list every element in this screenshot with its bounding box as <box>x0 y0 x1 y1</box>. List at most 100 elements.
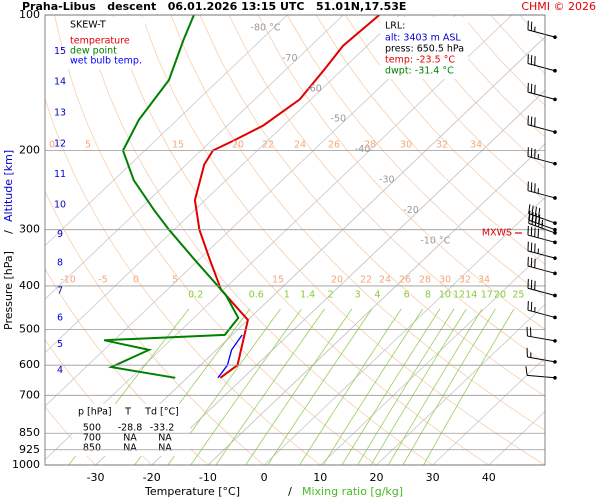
lrl-temp: temp: -23.5 °C <box>385 55 455 66</box>
y-axis-title-2: Altitude [km] <box>2 150 15 222</box>
y-tick-label: 850 <box>19 426 40 439</box>
adiabat-label: 22 <box>262 140 274 151</box>
table-header: p [hPa] <box>78 407 112 418</box>
mixing-ratio-label: 3 <box>355 289 361 300</box>
table-cell: 850 <box>83 443 101 454</box>
mixing-ratio-label: 10 <box>439 289 451 300</box>
y-tick-label: 500 <box>19 323 40 336</box>
isotherm-label: -20 <box>403 205 419 216</box>
adiabat-label: 24 <box>379 275 391 286</box>
mixing-ratio-label: 17 <box>481 289 493 300</box>
altitude-tick-label: 5 <box>57 339 63 350</box>
table-cell: NA <box>123 443 137 454</box>
mixing-ratio-label: 25 <box>512 289 524 300</box>
isotherm-label: -30 <box>379 175 395 186</box>
y-tick-label: 100 <box>19 8 40 21</box>
mixing-ratio-label: 14 <box>465 289 477 300</box>
lrl-dwpt: dwpt: -31.4 °C <box>385 66 454 77</box>
altitude-tick-label: 12 <box>54 138 66 149</box>
adiabat-label: 5 <box>85 140 91 151</box>
altitude-tick-label: 11 <box>54 169 66 180</box>
mixing-ratio-label: 1 <box>284 289 290 300</box>
x-tick-label: 20 <box>369 471 383 484</box>
mixing-ratio-label: 2 <box>328 289 334 300</box>
y-tick-label: 300 <box>19 223 40 236</box>
isotherm-label: -50 <box>331 114 347 125</box>
legend-title: SKEW-T <box>70 20 106 31</box>
adiabat-label: 28 <box>364 140 376 151</box>
y-axis-title: Pressure [hPa] <box>2 251 15 330</box>
altitude-tick-label: 7 <box>57 286 63 297</box>
lrl-title: LRL: <box>385 21 405 32</box>
y-tick-label: 1000 <box>12 458 40 471</box>
mixing-ratio-label: 0.6 <box>249 289 264 300</box>
x-tick-label: 40 <box>482 471 496 484</box>
y-tick-label: 600 <box>19 358 40 371</box>
x-axis-title-2: Mixing ratio [g/kg] <box>302 485 403 498</box>
table-header: T <box>124 407 131 418</box>
adiabat-label: 34 <box>478 275 490 286</box>
adiabat-label: 15 <box>272 275 284 286</box>
adiabat-label: 20 <box>331 275 343 286</box>
table-header: Td [°C] <box>144 407 179 418</box>
adiabat-label: 5 <box>172 275 178 286</box>
x-tick-label: 10 <box>313 471 327 484</box>
mixing-ratio-label: 6 <box>404 289 410 300</box>
adiabat-label: 26 <box>399 275 411 286</box>
x-axis-title: Temperature [°C] <box>144 485 240 498</box>
altitude-tick-label: 10 <box>54 199 66 210</box>
dry-adiabat <box>549 15 600 465</box>
mxws-label: MXWS <box>482 228 512 239</box>
isotherm-label: -10 °C <box>420 235 450 246</box>
mixing-ratio-label: 20 <box>494 289 506 300</box>
altitude-tick-label: 4 <box>57 365 63 376</box>
altitude-tick-label: 13 <box>54 107 66 118</box>
x-tick-label: -10 <box>199 471 217 484</box>
y-tick-label: 700 <box>19 388 40 401</box>
y-axis-title-sep: / <box>2 230 15 234</box>
isotherm-label: -80 °C <box>251 23 281 34</box>
table-cell: NA <box>158 443 172 454</box>
dry-adiabat <box>578 15 600 465</box>
adiabat-label: 24 <box>294 140 306 151</box>
mixing-ratio-label: 1.4 <box>300 289 315 300</box>
lrl-alt: alt: 3403 m ASL <box>385 33 461 44</box>
adiabat-label: 32 <box>459 275 471 286</box>
altitude-tick-label: 9 <box>57 229 63 240</box>
adiabat-label: 30 <box>400 140 412 151</box>
adiabat-label: 32 <box>436 140 448 151</box>
mixing-ratio-label: 8 <box>425 289 431 300</box>
isotherm-label: -60 <box>306 83 322 94</box>
y-tick-label: 925 <box>19 443 40 456</box>
adiabat-label: -10 <box>60 275 76 286</box>
altitude-tick-label: 8 <box>57 258 63 269</box>
mixing-ratio-label: 4 <box>375 289 381 300</box>
y-tick-label: 400 <box>19 279 40 292</box>
x-tick-label: -20 <box>143 471 161 484</box>
adiabat-label: 26 <box>328 140 340 151</box>
y-axis-titles: Pressure [hPa] / Altitude [km] <box>2 150 15 330</box>
y-tick-label: 200 <box>19 143 40 156</box>
adiabat-label: 20 <box>232 140 244 151</box>
adiabat-label: -5 <box>98 275 107 286</box>
adiabat-label: 30 <box>439 275 451 286</box>
adiabat-label: 28 <box>419 275 431 286</box>
adiabat-label: 22 <box>360 275 372 286</box>
x-tick-label: -30 <box>87 471 105 484</box>
altitude-tick-label: 14 <box>54 77 66 88</box>
altitude-tick-label: 15 <box>54 46 66 57</box>
isotherm-label: -70 <box>282 53 298 64</box>
adiabat-label: 34 <box>470 140 482 151</box>
x-tick-label: 0 <box>261 471 268 484</box>
adiabat-label: 0 <box>133 275 139 286</box>
credit: CHMI © 2026 <box>521 0 596 13</box>
chart-title: Praha-Libus descent 06.01.2026 13:15 UTC… <box>22 0 406 13</box>
x-tick-label: 30 <box>426 471 440 484</box>
mixing-ratio-label: 12 <box>453 289 465 300</box>
altitude-tick-label: 6 <box>57 313 63 324</box>
legend-entry: wet bulb temp. <box>70 56 142 67</box>
lrl-press: press: 650.5 hPa <box>385 44 464 55</box>
mixing-ratio-label: 0.2 <box>188 289 203 300</box>
